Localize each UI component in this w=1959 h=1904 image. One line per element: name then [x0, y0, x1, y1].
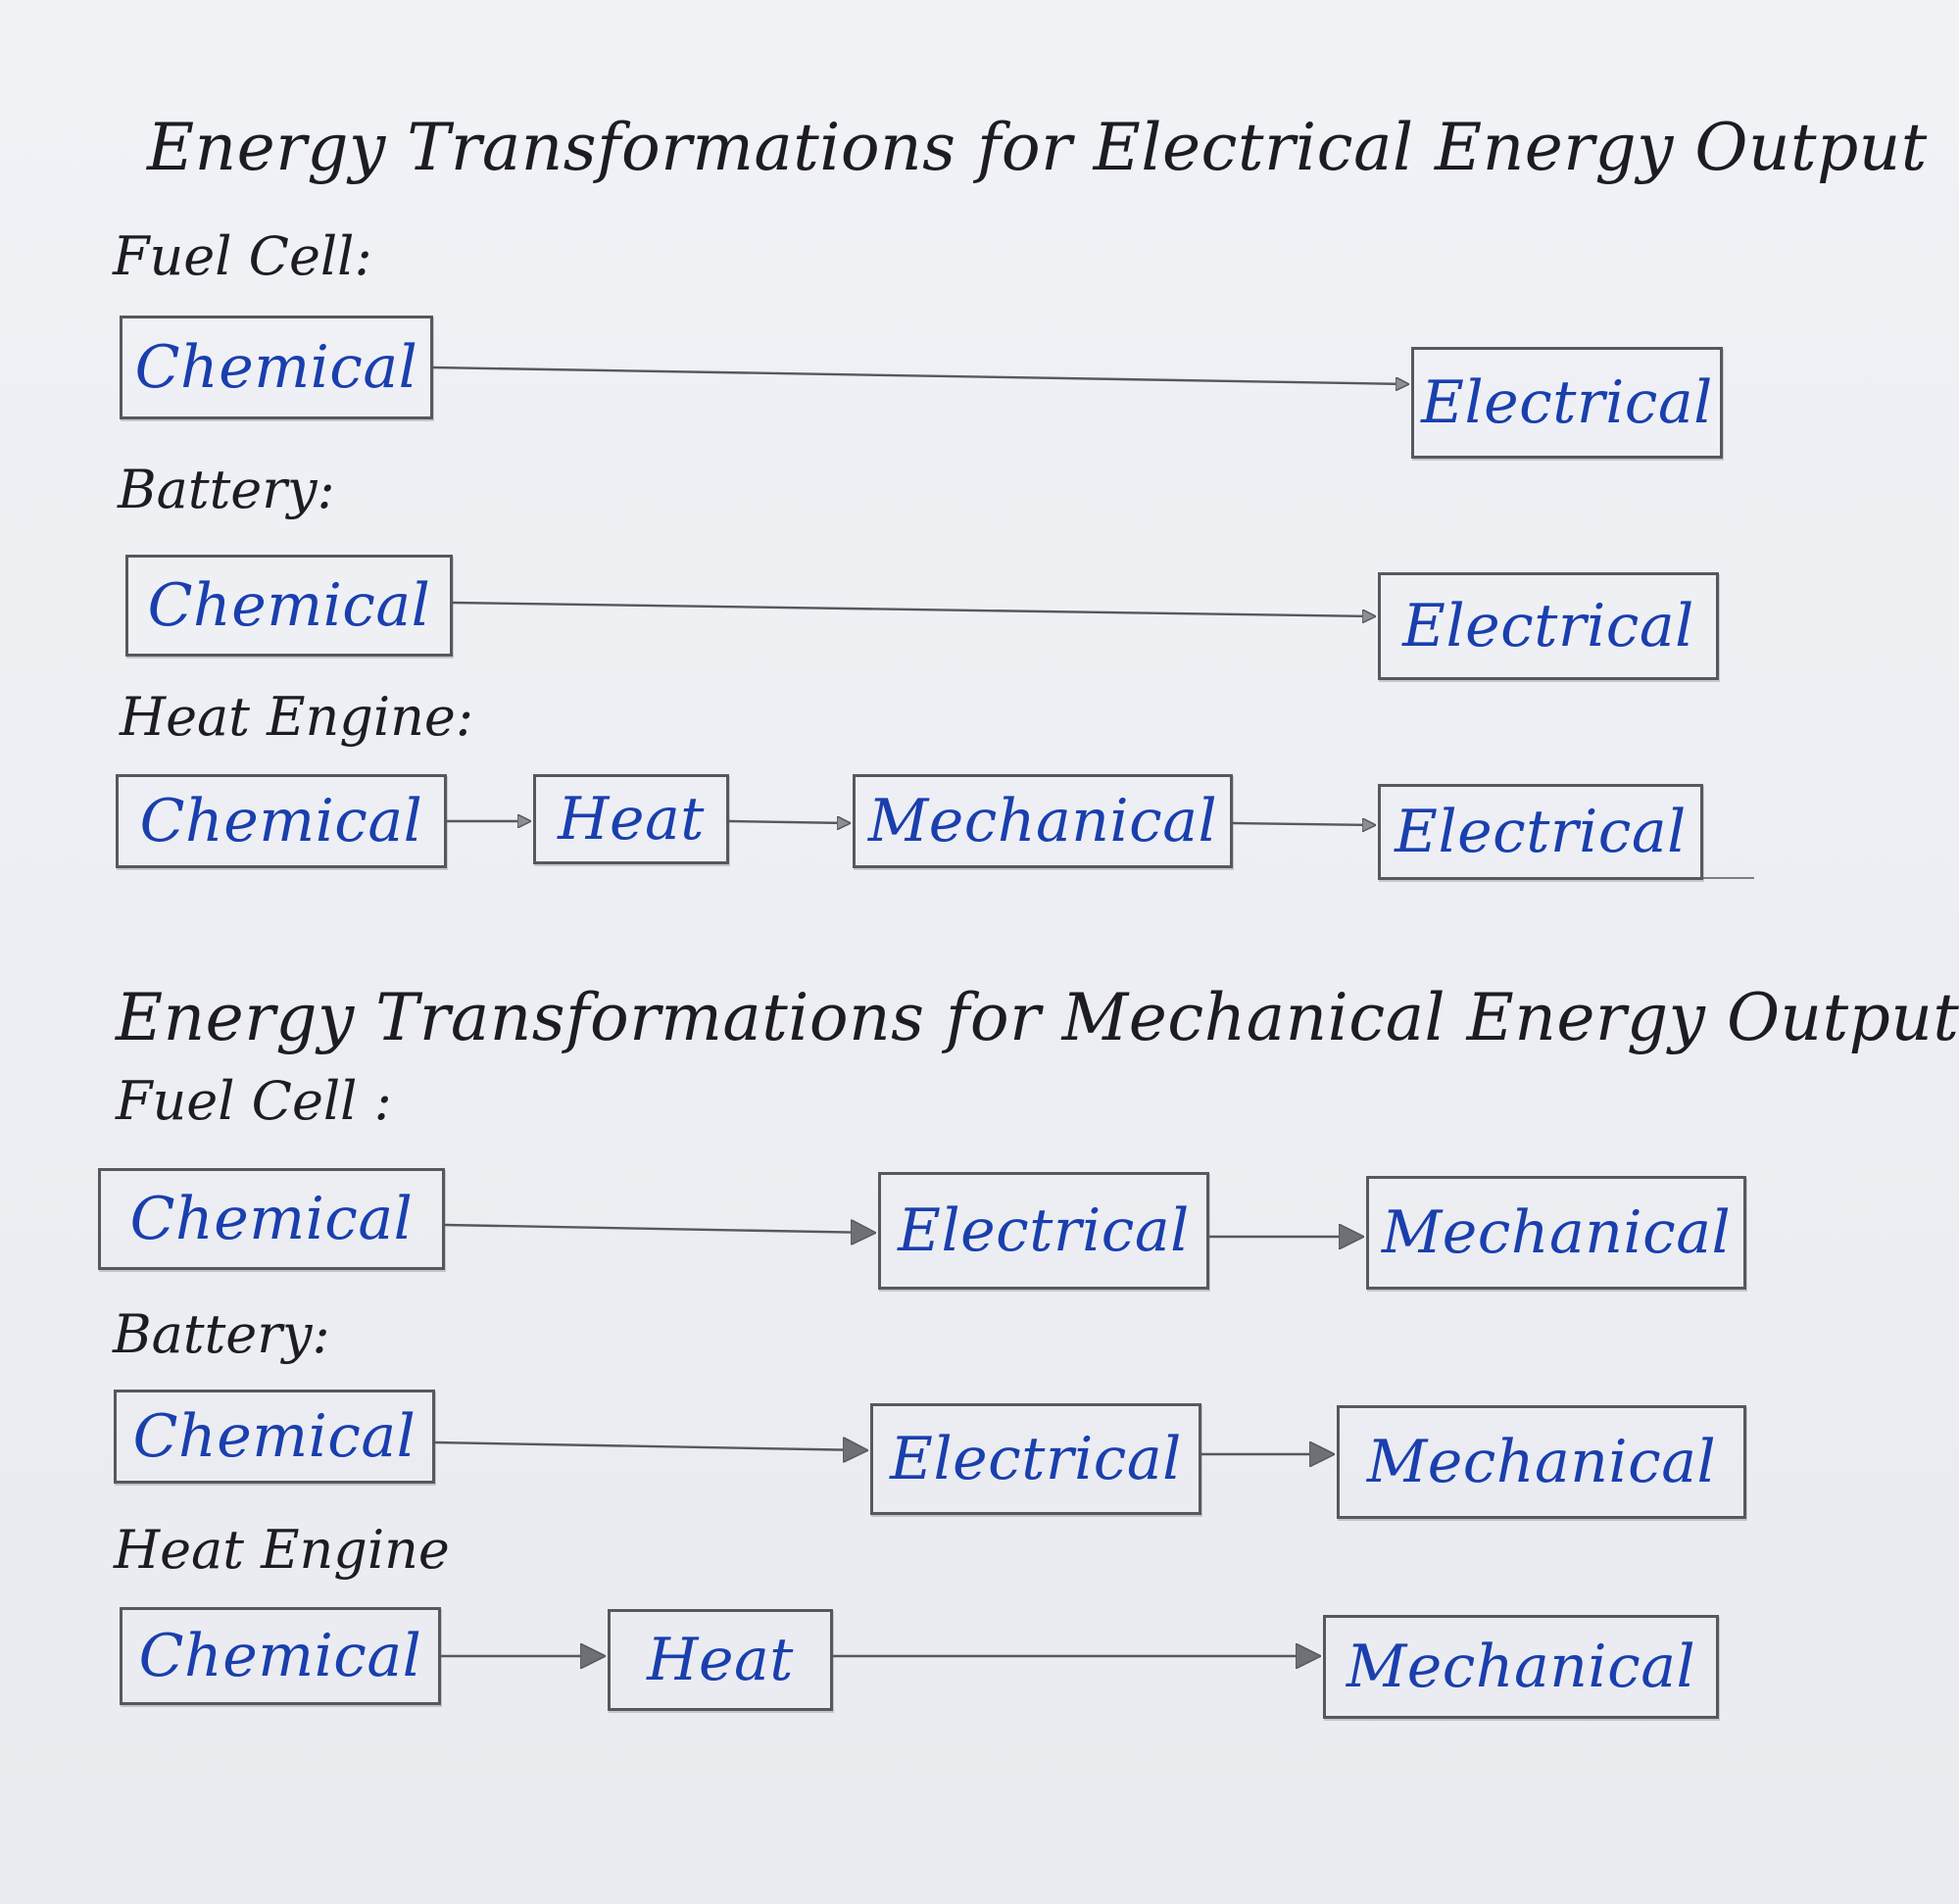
step-box-chemical: Chemical: [98, 1168, 445, 1270]
step-box-electrical: Electrical: [878, 1172, 1209, 1290]
step-label: Electrical: [898, 1196, 1190, 1265]
step-box-electrical: Electrical: [870, 1403, 1201, 1515]
row-label-battery: Battery:: [118, 459, 335, 520]
step-label: Mechanical: [867, 787, 1218, 855]
step-label: Heat: [558, 785, 705, 854]
row-label-fuel-cell: Fuel Cell:: [113, 225, 372, 287]
step-box-electrical: Electrical: [1411, 347, 1723, 459]
step-label: Mechanical: [1381, 1198, 1732, 1267]
step-box-heat: Heat: [608, 1609, 833, 1711]
step-label: Chemical: [147, 571, 431, 640]
section-title-mechanical-output: Energy Transformations for Mechanical En…: [116, 980, 1959, 1055]
step-label: Chemical: [138, 1622, 422, 1690]
step-box-mechanical: Mechanical: [853, 774, 1233, 868]
row-label-heat-engine: Heat Engine:: [120, 686, 474, 748]
step-label: Heat: [647, 1626, 794, 1694]
step-box-electrical: Electrical: [1378, 572, 1719, 680]
step-label: Mechanical: [1366, 1428, 1717, 1496]
row-label-battery: Battery:: [113, 1303, 330, 1365]
row-label-fuel-cell: Fuel Cell :: [116, 1070, 392, 1132]
step-label: Chemical: [134, 333, 418, 402]
step-label: Electrical: [1395, 798, 1687, 866]
step-label: Chemical: [132, 1402, 416, 1471]
section-title-electrical-output: Energy Transformations for Electrical En…: [147, 110, 1928, 185]
step-box-chemical: Chemical: [114, 1390, 435, 1484]
step-box-electrical: Electrical: [1378, 784, 1703, 880]
step-label: Mechanical: [1346, 1633, 1696, 1701]
step-label: Chemical: [129, 1185, 414, 1253]
row-label-heat-engine: Heat Engine: [114, 1519, 450, 1581]
step-label: Electrical: [1402, 592, 1694, 660]
step-box-mechanical: Mechanical: [1323, 1615, 1719, 1719]
step-box-chemical: Chemical: [120, 1607, 441, 1705]
step-label: Electrical: [890, 1425, 1182, 1493]
step-label: Chemical: [139, 787, 423, 855]
step-box-mechanical: Mechanical: [1337, 1405, 1746, 1519]
step-box-chemical: Chemical: [116, 774, 447, 868]
step-box-heat: Heat: [533, 774, 729, 864]
step-label: Electrical: [1421, 368, 1713, 437]
step-box-chemical: Chemical: [125, 555, 453, 657]
step-box-chemical: Chemical: [120, 316, 433, 419]
step-box-mechanical: Mechanical: [1366, 1176, 1746, 1290]
